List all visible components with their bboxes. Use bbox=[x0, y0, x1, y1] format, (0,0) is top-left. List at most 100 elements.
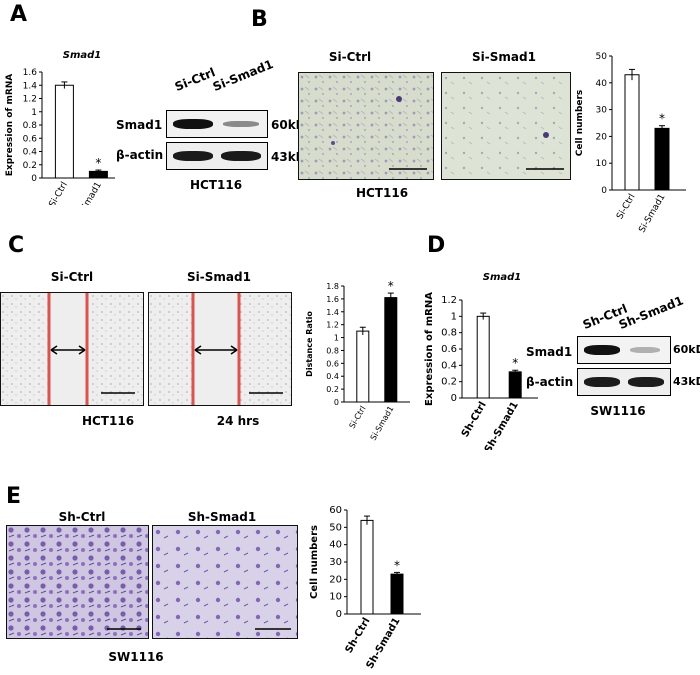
blot-a-lane-treated: Si-Smad1 bbox=[210, 57, 276, 94]
bar bbox=[654, 127, 670, 191]
blot-a-row-actin: β-actin bbox=[116, 148, 164, 162]
bar-chart-b: Cell numbers 0 10 20 30 40 50 Si-Ctrl * Si-Smad1 bbox=[575, 52, 686, 235]
bar bbox=[508, 371, 522, 399]
bar-chart-d: Smad1 Expression of mRNA 0 0.2 0.4 0.6 0.8 1 1.2… bbox=[424, 272, 538, 450]
bar bbox=[390, 573, 404, 615]
y-tick-label: 50 bbox=[329, 522, 342, 533]
y-tick-label: 20 bbox=[596, 132, 608, 142]
blot-a-cell-line: HCT116 bbox=[189, 178, 243, 192]
micrograph-texture bbox=[442, 73, 570, 179]
y-tick-label: 1.2 bbox=[23, 95, 37, 105]
y-tick-label: 50 bbox=[596, 52, 608, 62]
image-e-label-ctrl: Sh-Ctrl bbox=[58, 510, 106, 524]
wound-image-c-treated bbox=[148, 292, 292, 406]
panel-letter-e: E bbox=[6, 484, 22, 509]
y-tick-label: 0.4 bbox=[326, 372, 339, 381]
x-tick-label: Si-Smad1 bbox=[637, 193, 667, 235]
wound-texture bbox=[149, 293, 291, 405]
image-c-label-treated: Si-Smad1 bbox=[187, 270, 251, 284]
significance-marker: * bbox=[394, 558, 400, 572]
significance-marker: * bbox=[512, 356, 518, 370]
y-tick-label: 1.4 bbox=[23, 81, 38, 91]
y-tick-label: 10 bbox=[329, 592, 342, 603]
blot-band bbox=[628, 377, 664, 387]
y-tick-label: 40 bbox=[329, 540, 342, 551]
x-tick-label: Sh-Ctrl bbox=[460, 400, 489, 439]
blot-band bbox=[173, 151, 213, 161]
blot-band bbox=[221, 151, 261, 161]
y-tick-label: 0.6 bbox=[23, 134, 38, 144]
bar bbox=[356, 330, 370, 403]
y-tick-label: 1.6 bbox=[326, 295, 339, 304]
y-axis-label: Distance Ratio bbox=[305, 311, 314, 377]
chart-title: Smad1 bbox=[483, 272, 522, 283]
bar bbox=[384, 297, 398, 403]
significance-marker: * bbox=[95, 156, 101, 170]
micrograph-b-treated bbox=[441, 72, 571, 180]
y-tick-label: 1 bbox=[31, 108, 37, 118]
y-tick-label: 40 bbox=[596, 79, 608, 89]
chart-title: Smad1 bbox=[63, 50, 102, 61]
y-tick-label: 0.2 bbox=[326, 385, 339, 394]
micrograph-texture bbox=[299, 73, 433, 179]
y-tick-label: 10 bbox=[596, 159, 608, 169]
x-tick-label: Si-Ctrl bbox=[615, 193, 637, 222]
y-tick-label: 1.4 bbox=[326, 308, 339, 317]
y-tick-label: 0.4 bbox=[441, 360, 457, 371]
y-tick-label: 1 bbox=[451, 311, 457, 322]
y-tick-label: 30 bbox=[596, 106, 608, 116]
bar bbox=[476, 315, 490, 399]
x-tick-label: Si-Ctrl bbox=[48, 181, 70, 206]
micrograph-e-treated bbox=[152, 525, 298, 639]
image-e-label-treated: Sh-Smad1 bbox=[187, 510, 257, 524]
x-tick-label: Sh-Smad1 bbox=[483, 400, 521, 450]
x-tick-label: Si-Smad1 bbox=[74, 181, 104, 206]
y-tick-label: 0.2 bbox=[441, 377, 457, 388]
bar-chart-e: Cell numbers0102030405060Sh-Ctrl*Sh-Smad… bbox=[309, 505, 421, 671]
y-tick-label: 0 bbox=[31, 174, 37, 184]
bar-chart-c: Distance Ratio 0 0.2 0.4 0.6 0.8 1 1.2 1.4 1.6 1.8… bbox=[305, 279, 410, 443]
y-tick-label: 0.8 bbox=[441, 328, 457, 339]
bar bbox=[360, 519, 374, 615]
micrograph-texture bbox=[153, 526, 297, 638]
image-c-label-ctrl: Si-Ctrl bbox=[50, 270, 94, 284]
blot-d-size-smad1: 60kDa bbox=[673, 343, 700, 356]
micrograph-e-cell-line: SW1116 bbox=[108, 650, 164, 664]
blot-a-membrane-smad1 bbox=[166, 110, 268, 138]
blot-a-membrane-actin bbox=[166, 142, 268, 170]
y-tick-label: 0 bbox=[601, 186, 607, 196]
y-tick-label: 1.2 bbox=[326, 321, 339, 330]
panel-letter-a: A bbox=[10, 2, 28, 27]
blot-d-size-actin: 43kDa bbox=[673, 375, 700, 388]
wound-c-time: 24 hrs bbox=[216, 414, 260, 428]
y-tick-label: 20 bbox=[329, 574, 342, 585]
blot-d-membrane-smad1 bbox=[577, 336, 671, 364]
image-b-label-ctrl: Si-Ctrl bbox=[328, 50, 372, 64]
y-axis-label: Expression of mRNA bbox=[424, 292, 435, 406]
blot-band bbox=[584, 377, 620, 387]
blot-band bbox=[630, 347, 660, 353]
bar bbox=[624, 74, 640, 191]
micrograph-b-cell-line: HCT116 bbox=[355, 186, 409, 200]
y-tick-label: 1.8 bbox=[326, 282, 339, 291]
blot-d-row-actin: β-actin bbox=[526, 375, 574, 389]
blot-band bbox=[173, 119, 213, 129]
significance-marker: * bbox=[388, 279, 394, 293]
y-tick-label: 1.6 bbox=[23, 68, 38, 78]
blot-d-membrane-actin bbox=[577, 368, 671, 396]
x-tick-label: Si-Smad1 bbox=[369, 405, 396, 443]
x-tick-label: Sh-Ctrl bbox=[344, 616, 373, 655]
wound-c-cell-line: HCT116 bbox=[81, 414, 135, 428]
y-tick-label: 0.2 bbox=[23, 161, 37, 171]
wound-image-c-ctrl bbox=[0, 292, 144, 406]
y-tick-label: 0 bbox=[334, 398, 339, 407]
micrograph-e-ctrl bbox=[6, 525, 149, 639]
y-axis-label: Expression of mRNA bbox=[5, 74, 15, 177]
y-tick-label: 1 bbox=[334, 334, 339, 343]
panel-letter-d: D bbox=[427, 233, 446, 258]
y-tick-label: 0.8 bbox=[326, 346, 339, 355]
blot-a-lane-ctrl: Si-Ctrl bbox=[172, 65, 218, 94]
panel-letter-c: C bbox=[8, 233, 25, 258]
y-tick-label: 0 bbox=[451, 393, 457, 404]
micrograph-b-ctrl bbox=[298, 72, 434, 180]
